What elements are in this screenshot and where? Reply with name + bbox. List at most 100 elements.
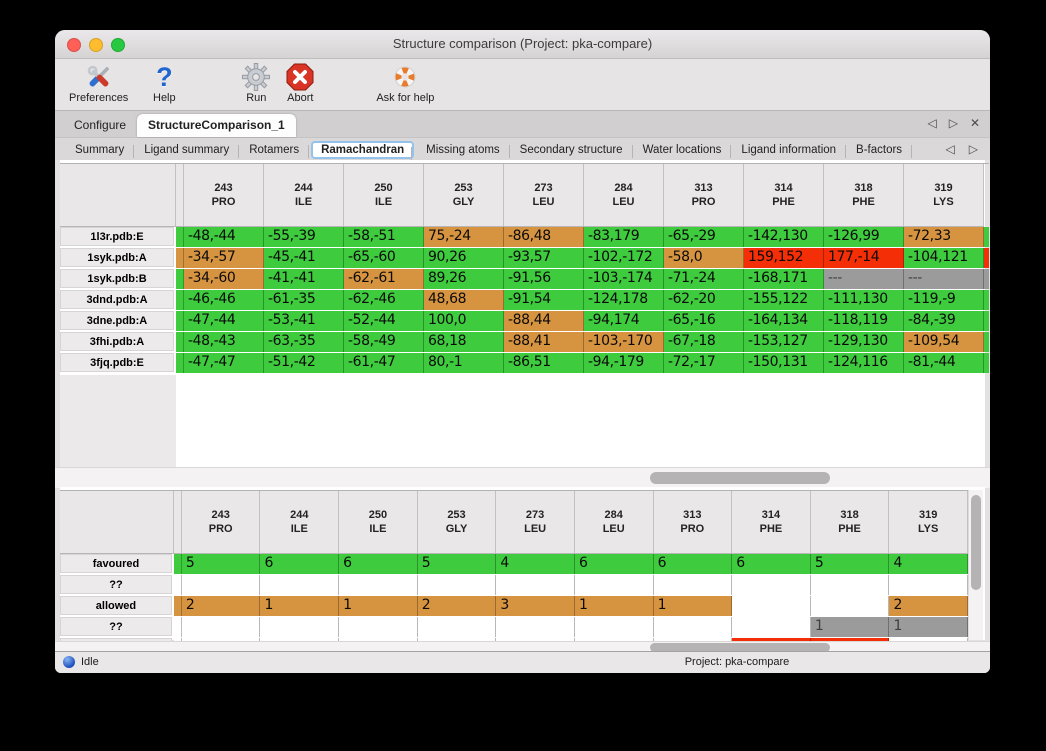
subtab-ligand-summary[interactable]: Ligand summary	[134, 141, 240, 159]
table-cell[interactable]	[810, 596, 890, 616]
table-cell[interactable]: 6	[574, 554, 654, 574]
table-cell[interactable]	[574, 575, 654, 595]
subtab-ramachandran[interactable]: Ramachandran	[311, 141, 415, 160]
table-cell[interactable]: 5	[810, 554, 890, 574]
table-cell[interactable]: -155,122	[744, 290, 824, 310]
table-cell[interactable]: -124,178	[584, 290, 664, 310]
table-cell[interactable]: -164,134	[744, 311, 824, 331]
table-cell[interactable]: -63,-35	[264, 332, 344, 352]
table-cell[interactable]	[417, 617, 497, 637]
table-cell[interactable]	[181, 575, 261, 595]
minimize-window-button[interactable]	[89, 38, 103, 52]
table-cell[interactable]: 75,-24	[424, 227, 504, 247]
table-cell[interactable]: -124,116	[824, 353, 904, 373]
subtab-scroll-left-icon[interactable]: ◁	[945, 142, 955, 156]
table-cell[interactable]: ---	[904, 269, 984, 289]
table-cell[interactable]: -102,-172	[584, 248, 664, 268]
table-cell[interactable]: -58,-49	[344, 332, 424, 352]
table-cell[interactable]: -52,-44	[344, 311, 424, 331]
table-cell[interactable]: 5	[417, 554, 497, 574]
table-cell[interactable]: -72,33	[904, 227, 984, 247]
close-window-button[interactable]	[67, 38, 81, 52]
table-cell[interactable]: 1	[574, 596, 654, 616]
table-cell[interactable]	[339, 617, 418, 637]
table-cell[interactable]	[417, 575, 497, 595]
table-cell[interactable]: -103,-170	[584, 332, 664, 352]
subtab-water-locations[interactable]: Water locations	[633, 141, 732, 159]
table-cell[interactable]: -62,-61	[344, 269, 424, 289]
table-cell[interactable]	[574, 617, 654, 637]
ask-for-help-button[interactable]: Ask for help	[376, 62, 434, 104]
table-cell[interactable]	[653, 617, 733, 637]
table-cell[interactable]: -41,-41	[264, 269, 344, 289]
table-cell[interactable]: -51,-42	[264, 353, 344, 373]
table-cell[interactable]: -53,-41	[264, 311, 344, 331]
table-cell[interactable]	[496, 575, 575, 595]
table-cell[interactable]: 1	[810, 617, 890, 637]
table-cell[interactable]: -91,54	[504, 290, 584, 310]
table-cell[interactable]: -48,-44	[184, 227, 264, 247]
table-cell[interactable]: -34,-60	[184, 269, 264, 289]
table-cell[interactable]	[732, 596, 811, 616]
tab-close-icon[interactable]: ✕	[969, 116, 980, 130]
table-cell[interactable]: 1	[339, 596, 418, 616]
table-cell[interactable]: 4	[889, 554, 968, 574]
table-cell[interactable]: -81,-44	[904, 353, 984, 373]
table-cell[interactable]: -94,174	[584, 311, 664, 331]
table-cell[interactable]: -65,-16	[664, 311, 744, 331]
table-cell[interactable]: -150,131	[744, 353, 824, 373]
table-cell[interactable]: -65,-29	[664, 227, 744, 247]
table-cell[interactable]: -47,-44	[184, 311, 264, 331]
table-cell[interactable]: 159,152	[744, 248, 824, 268]
table-cell[interactable]: -83,179	[584, 227, 664, 247]
table-cell[interactable]: 1	[260, 596, 340, 616]
tab-structure-comparison-1[interactable]: StructureComparison_1	[137, 114, 296, 137]
table-cell[interactable]	[653, 575, 733, 595]
table-cell[interactable]	[496, 617, 575, 637]
table-cell[interactable]: 80,-1	[424, 353, 504, 373]
table-cell[interactable]: -84,-39	[904, 311, 984, 331]
table-cell[interactable]: -103,-174	[584, 269, 664, 289]
table-cell[interactable]: 6	[732, 554, 811, 574]
table-cell[interactable]: -62,-46	[344, 290, 424, 310]
table-cell[interactable]: 3	[496, 596, 575, 616]
table-cell[interactable]: -65,-60	[344, 248, 424, 268]
tab-scroll-right-icon[interactable]: ▷	[948, 116, 958, 130]
table-cell[interactable]: -94,-179	[584, 353, 664, 373]
table-cell[interactable]: 48,68	[424, 290, 504, 310]
table-cell[interactable]: -67,-18	[664, 332, 744, 352]
table-cell[interactable]	[732, 575, 811, 595]
table-cell[interactable]: 90,26	[424, 248, 504, 268]
table-cell[interactable]: -119,-9	[904, 290, 984, 310]
table-cell[interactable]: ---	[824, 269, 904, 289]
table-cell[interactable]: -62,-20	[664, 290, 744, 310]
table-cell[interactable]: -55,-39	[264, 227, 344, 247]
table-cell[interactable]: -46,-46	[184, 290, 264, 310]
table-cell[interactable]: -61,-47	[344, 353, 424, 373]
table-cell[interactable]: 1	[889, 617, 968, 637]
table-cell[interactable]: 2	[889, 596, 968, 616]
subtab-rotamers[interactable]: Rotamers	[239, 141, 309, 159]
subtab-missing-atoms[interactable]: Missing atoms	[416, 141, 510, 159]
table-cell[interactable]: -118,119	[824, 311, 904, 331]
table-cell[interactable]: 2	[181, 596, 261, 616]
help-button[interactable]: ? Help	[142, 62, 186, 104]
zoom-window-button[interactable]	[111, 38, 125, 52]
subtab-secondary-structure[interactable]: Secondary structure	[510, 141, 633, 159]
table-cell[interactable]: -86,51	[504, 353, 584, 373]
table-cell[interactable]: -168,171	[744, 269, 824, 289]
table-cell[interactable]: 4	[496, 554, 575, 574]
table-cell[interactable]: -58,-51	[344, 227, 424, 247]
table-cell[interactable]: -109,54	[904, 332, 984, 352]
table-cell[interactable]: -111,130	[824, 290, 904, 310]
table-cell[interactable]	[339, 575, 418, 595]
table-cell[interactable]	[260, 575, 340, 595]
table-cell[interactable]: -86,48	[504, 227, 584, 247]
table-cell[interactable]: 177,-14	[824, 248, 904, 268]
table-cell[interactable]: -61,-35	[264, 290, 344, 310]
table-cell[interactable]: -47,-47	[184, 353, 264, 373]
table-cell[interactable]: -91,56	[504, 269, 584, 289]
abort-button[interactable]: Abort	[278, 62, 322, 104]
table-cell[interactable]	[889, 575, 968, 595]
table-cell[interactable]: 6	[339, 554, 418, 574]
